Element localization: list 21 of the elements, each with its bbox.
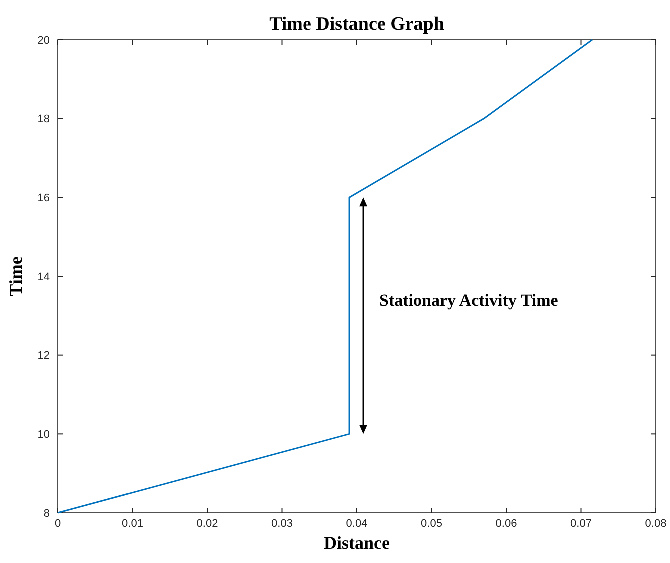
line-series <box>57 39 594 514</box>
y-tick-label: 12 <box>38 350 50 362</box>
x-tick-label: 0.05 <box>421 518 442 530</box>
x-tick-label: 0.06 <box>496 518 518 530</box>
x-tick-label: 0.01 <box>122 518 144 530</box>
y-tick-label: 14 <box>38 271 50 284</box>
y-tick-label: 16 <box>38 192 50 205</box>
x-tick-label: 0.07 <box>570 518 592 530</box>
chart-title: Time Distance Graph <box>270 14 445 35</box>
y-axis-title: Time <box>6 256 26 296</box>
x-tick-label: 0.08 <box>645 518 667 530</box>
x-tick-label: 0.02 <box>196 518 218 530</box>
x-tick-label: 0.04 <box>346 518 368 530</box>
annotation: Stationary Activity Time <box>380 290 559 310</box>
x-tick-label: 0 <box>54 518 62 530</box>
y-tick-label: 18 <box>38 114 50 126</box>
y-tick-label: 8 <box>44 508 50 520</box>
y-tick-label: 20 <box>38 34 50 47</box>
y-tick-label: 10 <box>38 429 50 442</box>
x-axis-title: Distance <box>324 533 390 553</box>
x-tick-label: 0.03 <box>272 518 293 530</box>
